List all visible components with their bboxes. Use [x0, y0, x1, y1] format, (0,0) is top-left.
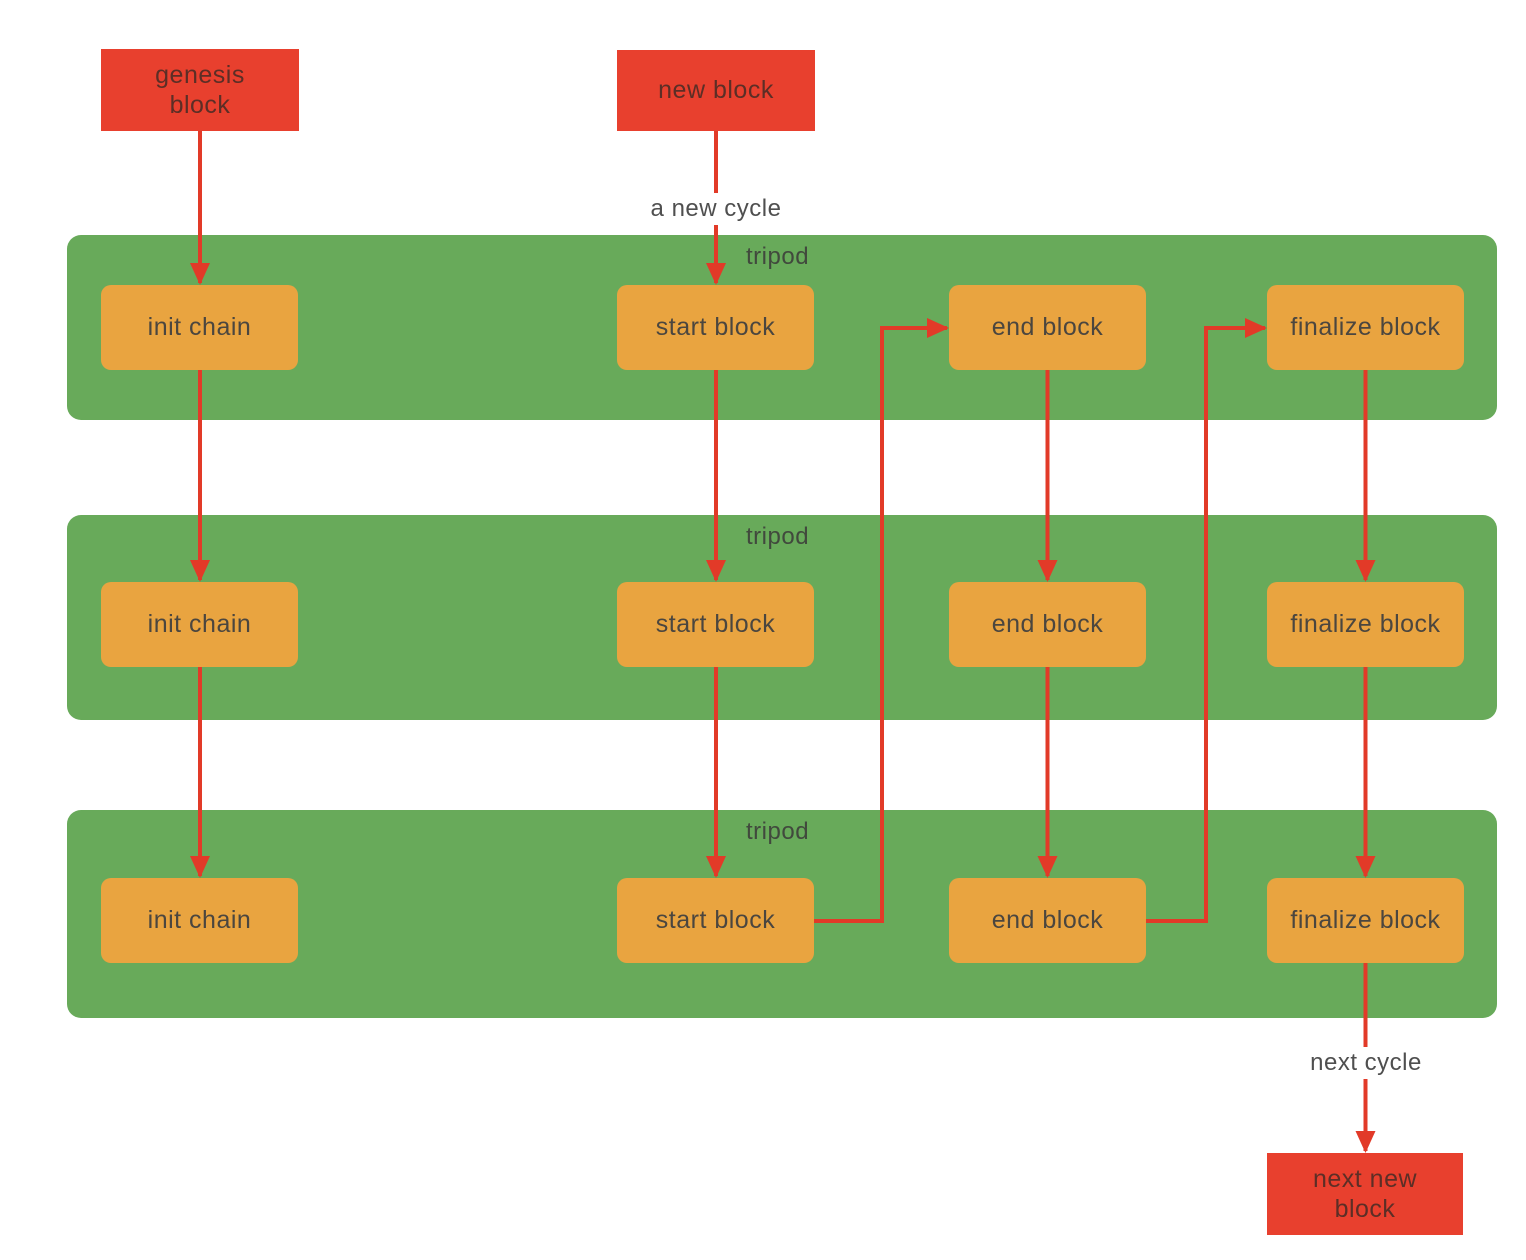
node-init-chain-3: init chain	[101, 878, 298, 963]
node-finalize-block-2: finalize block	[1267, 582, 1464, 667]
node-init-chain-1: init chain	[101, 285, 298, 370]
node-start-block-3: start block	[617, 878, 814, 963]
next-new-block-line2: block	[1334, 1195, 1396, 1223]
edge-label-next-cycle: next cycle	[1304, 1047, 1428, 1079]
node-new-block: new block	[617, 50, 815, 131]
node-init-chain-2: init chain	[101, 582, 298, 667]
node-finalize-block-3: finalize block	[1267, 878, 1464, 963]
tripod-band-2-label: tripod	[746, 523, 810, 550]
node-end-block-1: end block	[949, 285, 1146, 370]
node-start-block-2: start block	[617, 582, 814, 667]
node-start-block-1: start block	[617, 285, 814, 370]
tripod-band-1-label: tripod	[746, 243, 810, 270]
tripod-band-3-label: tripod	[746, 818, 810, 845]
node-end-block-2: end block	[949, 582, 1146, 667]
node-next-new-block: next new block	[1267, 1153, 1463, 1235]
new-block-line1: new block	[658, 76, 774, 105]
genesis-block-line2: block	[169, 91, 231, 119]
edge-label-a-new-cycle: a new cycle	[644, 193, 788, 225]
next-new-block-line1: next new	[1312, 1164, 1418, 1193]
node-end-block-3: end block	[949, 878, 1146, 963]
genesis-block-line1: genesis	[155, 60, 245, 89]
node-genesis-block: genesis block	[101, 49, 299, 131]
node-finalize-block-1: finalize block	[1267, 285, 1464, 370]
